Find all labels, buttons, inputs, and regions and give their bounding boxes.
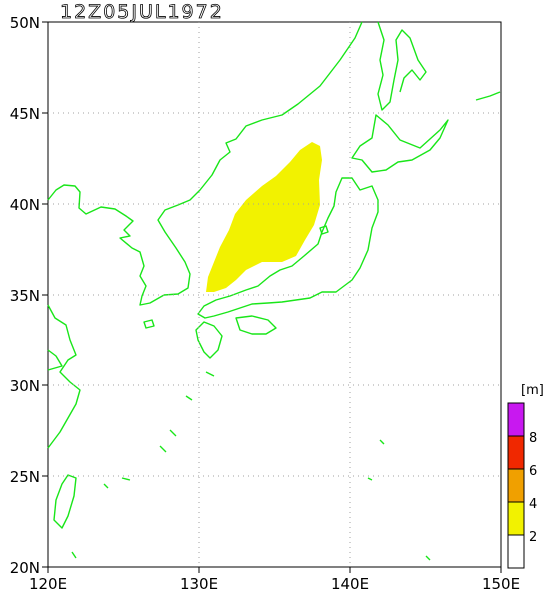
coast-kurils [475,91,501,101]
colorbar-swatch-6-8 [507,435,525,470]
coast-ryukyu [121,371,215,481]
coast-taiwan [53,474,77,529]
x-label-150e: 150E [482,575,520,593]
map-title: 12Z05JUL1972 [60,1,224,23]
y-label-40n: 40N [10,196,40,214]
colorbar-label-2: 2 [529,530,537,545]
x-label-120e: 120E [29,575,67,593]
colorbar-unit: [m] [521,383,544,398]
y-label-45n: 45N [10,105,40,123]
colorbar-swatch-0-2 [507,534,525,569]
colorbar-swatch-4-6 [507,468,525,503]
coast-jeju [143,319,155,329]
x-label-130e: 130E [180,575,218,593]
coast-china-south [47,349,63,371]
colorbar-label-6: 6 [529,464,537,479]
coastlines [47,21,501,561]
colorbar: [m] 8 6 4 2 [507,383,544,569]
y-label-35n: 35N [10,287,40,305]
coast-china-east [47,304,81,449]
y-label-50n: 50N [10,14,40,32]
coast-shikoku [235,315,277,335]
grid-lines [48,22,501,567]
x-label-140e: 140E [331,575,369,593]
colorbar-label-8: 8 [529,431,537,446]
y-label-30n: 30N [10,377,40,395]
coast-honshu [197,177,379,319]
coast-kyushu [195,321,223,359]
y-label-20n: 20N [10,559,40,577]
coast-sado [319,225,329,235]
wave-height-area [206,142,322,292]
coast-islands-south [71,439,431,561]
coast-hokkaido [351,114,449,173]
axis-ticks [42,21,502,573]
y-label-25n: 25N [10,468,40,486]
colorbar-swatch-2-4 [507,501,525,536]
coast-mainland [47,21,363,306]
colorbar-swatch-8-10 [507,402,525,437]
colorbar-label-4: 4 [529,497,537,512]
coast-sakhalin [377,21,427,111]
